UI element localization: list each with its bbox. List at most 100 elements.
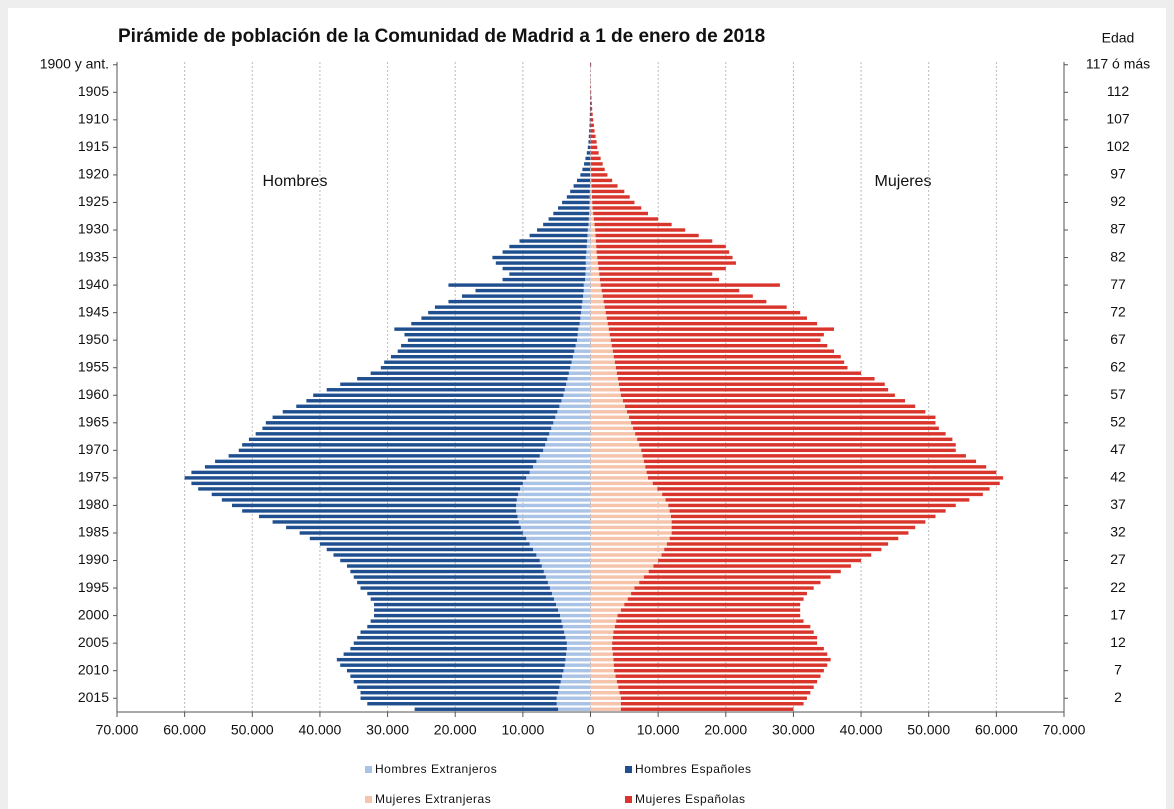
bar (191, 470, 530, 475)
bar (582, 299, 591, 304)
bar (492, 255, 586, 260)
bar (617, 377, 875, 381)
bar (668, 503, 956, 508)
bar (272, 520, 519, 524)
bar (590, 167, 592, 172)
bar (627, 597, 804, 601)
bar (597, 255, 733, 260)
bar (588, 222, 591, 227)
bar (228, 454, 540, 458)
bar (590, 564, 654, 568)
bar (343, 652, 567, 656)
bar (563, 393, 591, 397)
bar (221, 498, 517, 502)
y-tick-label: 2010 (78, 661, 109, 677)
bar (340, 382, 567, 386)
bar (652, 481, 1000, 486)
bar (350, 569, 544, 574)
bar (518, 520, 591, 524)
bar (590, 525, 672, 530)
bar (590, 630, 614, 634)
bar (543, 222, 589, 227)
bar (590, 509, 670, 513)
y-tick-label: 1975 (78, 469, 109, 485)
bar (596, 244, 726, 249)
bar (590, 107, 593, 111)
bar (619, 388, 889, 392)
bar (590, 691, 620, 695)
bar (357, 635, 566, 640)
bar (360, 586, 550, 590)
bar (558, 608, 591, 612)
bar (564, 630, 591, 634)
bar (665, 498, 970, 502)
bar (567, 377, 591, 381)
annotation: Hombres (263, 173, 328, 190)
y2-tick-label: 112 (1107, 83, 1130, 99)
bar (242, 509, 517, 513)
bar (590, 415, 630, 420)
bar (562, 200, 590, 205)
bar (590, 244, 597, 249)
bar (646, 470, 997, 475)
legend-swatch (625, 796, 632, 803)
bar (543, 569, 591, 574)
bar (590, 134, 596, 139)
bar (590, 476, 648, 480)
bar (590, 123, 594, 128)
bar (642, 454, 966, 458)
bar (608, 327, 835, 331)
bar (319, 542, 530, 546)
bar (637, 437, 953, 442)
bar (645, 465, 987, 469)
bar (547, 580, 591, 585)
x-tick-label: 30.000 (366, 722, 409, 738)
bar (634, 586, 814, 590)
bar (516, 503, 591, 508)
bar (583, 288, 591, 293)
bar (518, 492, 591, 497)
bar (590, 707, 621, 711)
bar (590, 553, 662, 557)
bar (619, 691, 811, 695)
bar (633, 426, 939, 431)
bar (590, 393, 621, 397)
bar (590, 602, 625, 607)
bar (647, 476, 1004, 480)
bar (624, 602, 801, 607)
bar (590, 663, 614, 667)
bar (562, 674, 591, 678)
bar (671, 525, 916, 530)
bar (631, 591, 807, 596)
y-tick-label: 2015 (78, 689, 109, 705)
bar (333, 553, 537, 557)
bar (313, 393, 564, 397)
bar (537, 228, 588, 232)
bar (374, 613, 561, 618)
bar (599, 272, 713, 276)
bar (559, 404, 591, 408)
bar (594, 222, 672, 227)
chart-title: Pirámide de población de la Comunidad de… (118, 26, 765, 47)
bar (590, 366, 616, 370)
bar (590, 239, 596, 243)
bar (545, 443, 591, 447)
bar (580, 316, 591, 320)
bar (588, 217, 591, 221)
y-tick-label: 1995 (78, 579, 109, 595)
bar (560, 613, 591, 618)
bar (617, 613, 801, 618)
y-tick-label: 1940 (78, 276, 109, 292)
y2-tick-label: 47 (1110, 441, 1126, 457)
bar (306, 399, 562, 403)
bar (583, 294, 591, 298)
bar (618, 685, 814, 689)
bar (353, 575, 546, 579)
bar (536, 459, 591, 464)
bar (520, 525, 591, 530)
bar (545, 575, 591, 579)
bar (671, 531, 909, 535)
y-tick-label: 1965 (78, 414, 109, 430)
bar (374, 608, 559, 612)
bar (549, 432, 591, 436)
